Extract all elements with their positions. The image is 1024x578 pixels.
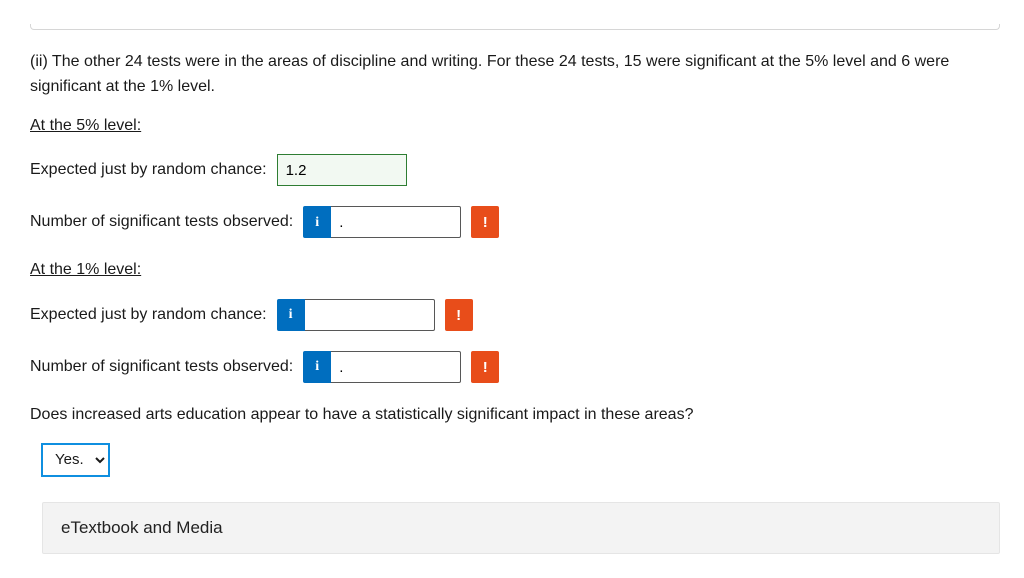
intro-paragraph: (ii) The other 24 tests were in the area…	[30, 50, 1000, 100]
info-icon[interactable]: i	[303, 206, 331, 238]
info-icon[interactable]: i	[303, 351, 331, 383]
card-top-border	[30, 24, 1000, 30]
input-group-1pct-observed: i	[303, 351, 461, 383]
input-group-5pct-observed: i	[303, 206, 461, 238]
row-5pct-expected: Expected just by random chance:	[30, 154, 1000, 186]
heading-1pct: At the 1% level:	[30, 258, 1000, 283]
error-icon: !	[445, 299, 473, 331]
row-1pct-expected: Expected just by random chance: i !	[30, 299, 1000, 331]
error-icon: !	[471, 206, 499, 238]
error-icon: !	[471, 351, 499, 383]
input-5pct-expected[interactable]	[277, 154, 407, 186]
label-1pct-observed: Number of significant tests observed:	[30, 355, 293, 380]
label-5pct-observed: Number of significant tests observed:	[30, 210, 293, 235]
answer-select[interactable]: Yes. No.	[42, 444, 109, 476]
input-5pct-observed[interactable]	[331, 206, 461, 238]
row-5pct-observed: Number of significant tests observed: i …	[30, 206, 1000, 238]
input-group-1pct-expected: i	[277, 299, 435, 331]
row-1pct-observed: Number of significant tests observed: i …	[30, 351, 1000, 383]
label-1pct-expected: Expected just by random chance:	[30, 303, 267, 328]
heading-5pct: At the 5% level:	[30, 114, 1000, 139]
info-icon[interactable]: i	[277, 299, 305, 331]
question-text: Does increased arts education appear to …	[30, 403, 1000, 428]
label-5pct-expected: Expected just by random chance:	[30, 158, 267, 183]
input-1pct-expected[interactable]	[305, 299, 435, 331]
input-1pct-observed[interactable]	[331, 351, 461, 383]
etextbook-button[interactable]: eTextbook and Media	[42, 502, 1000, 554]
